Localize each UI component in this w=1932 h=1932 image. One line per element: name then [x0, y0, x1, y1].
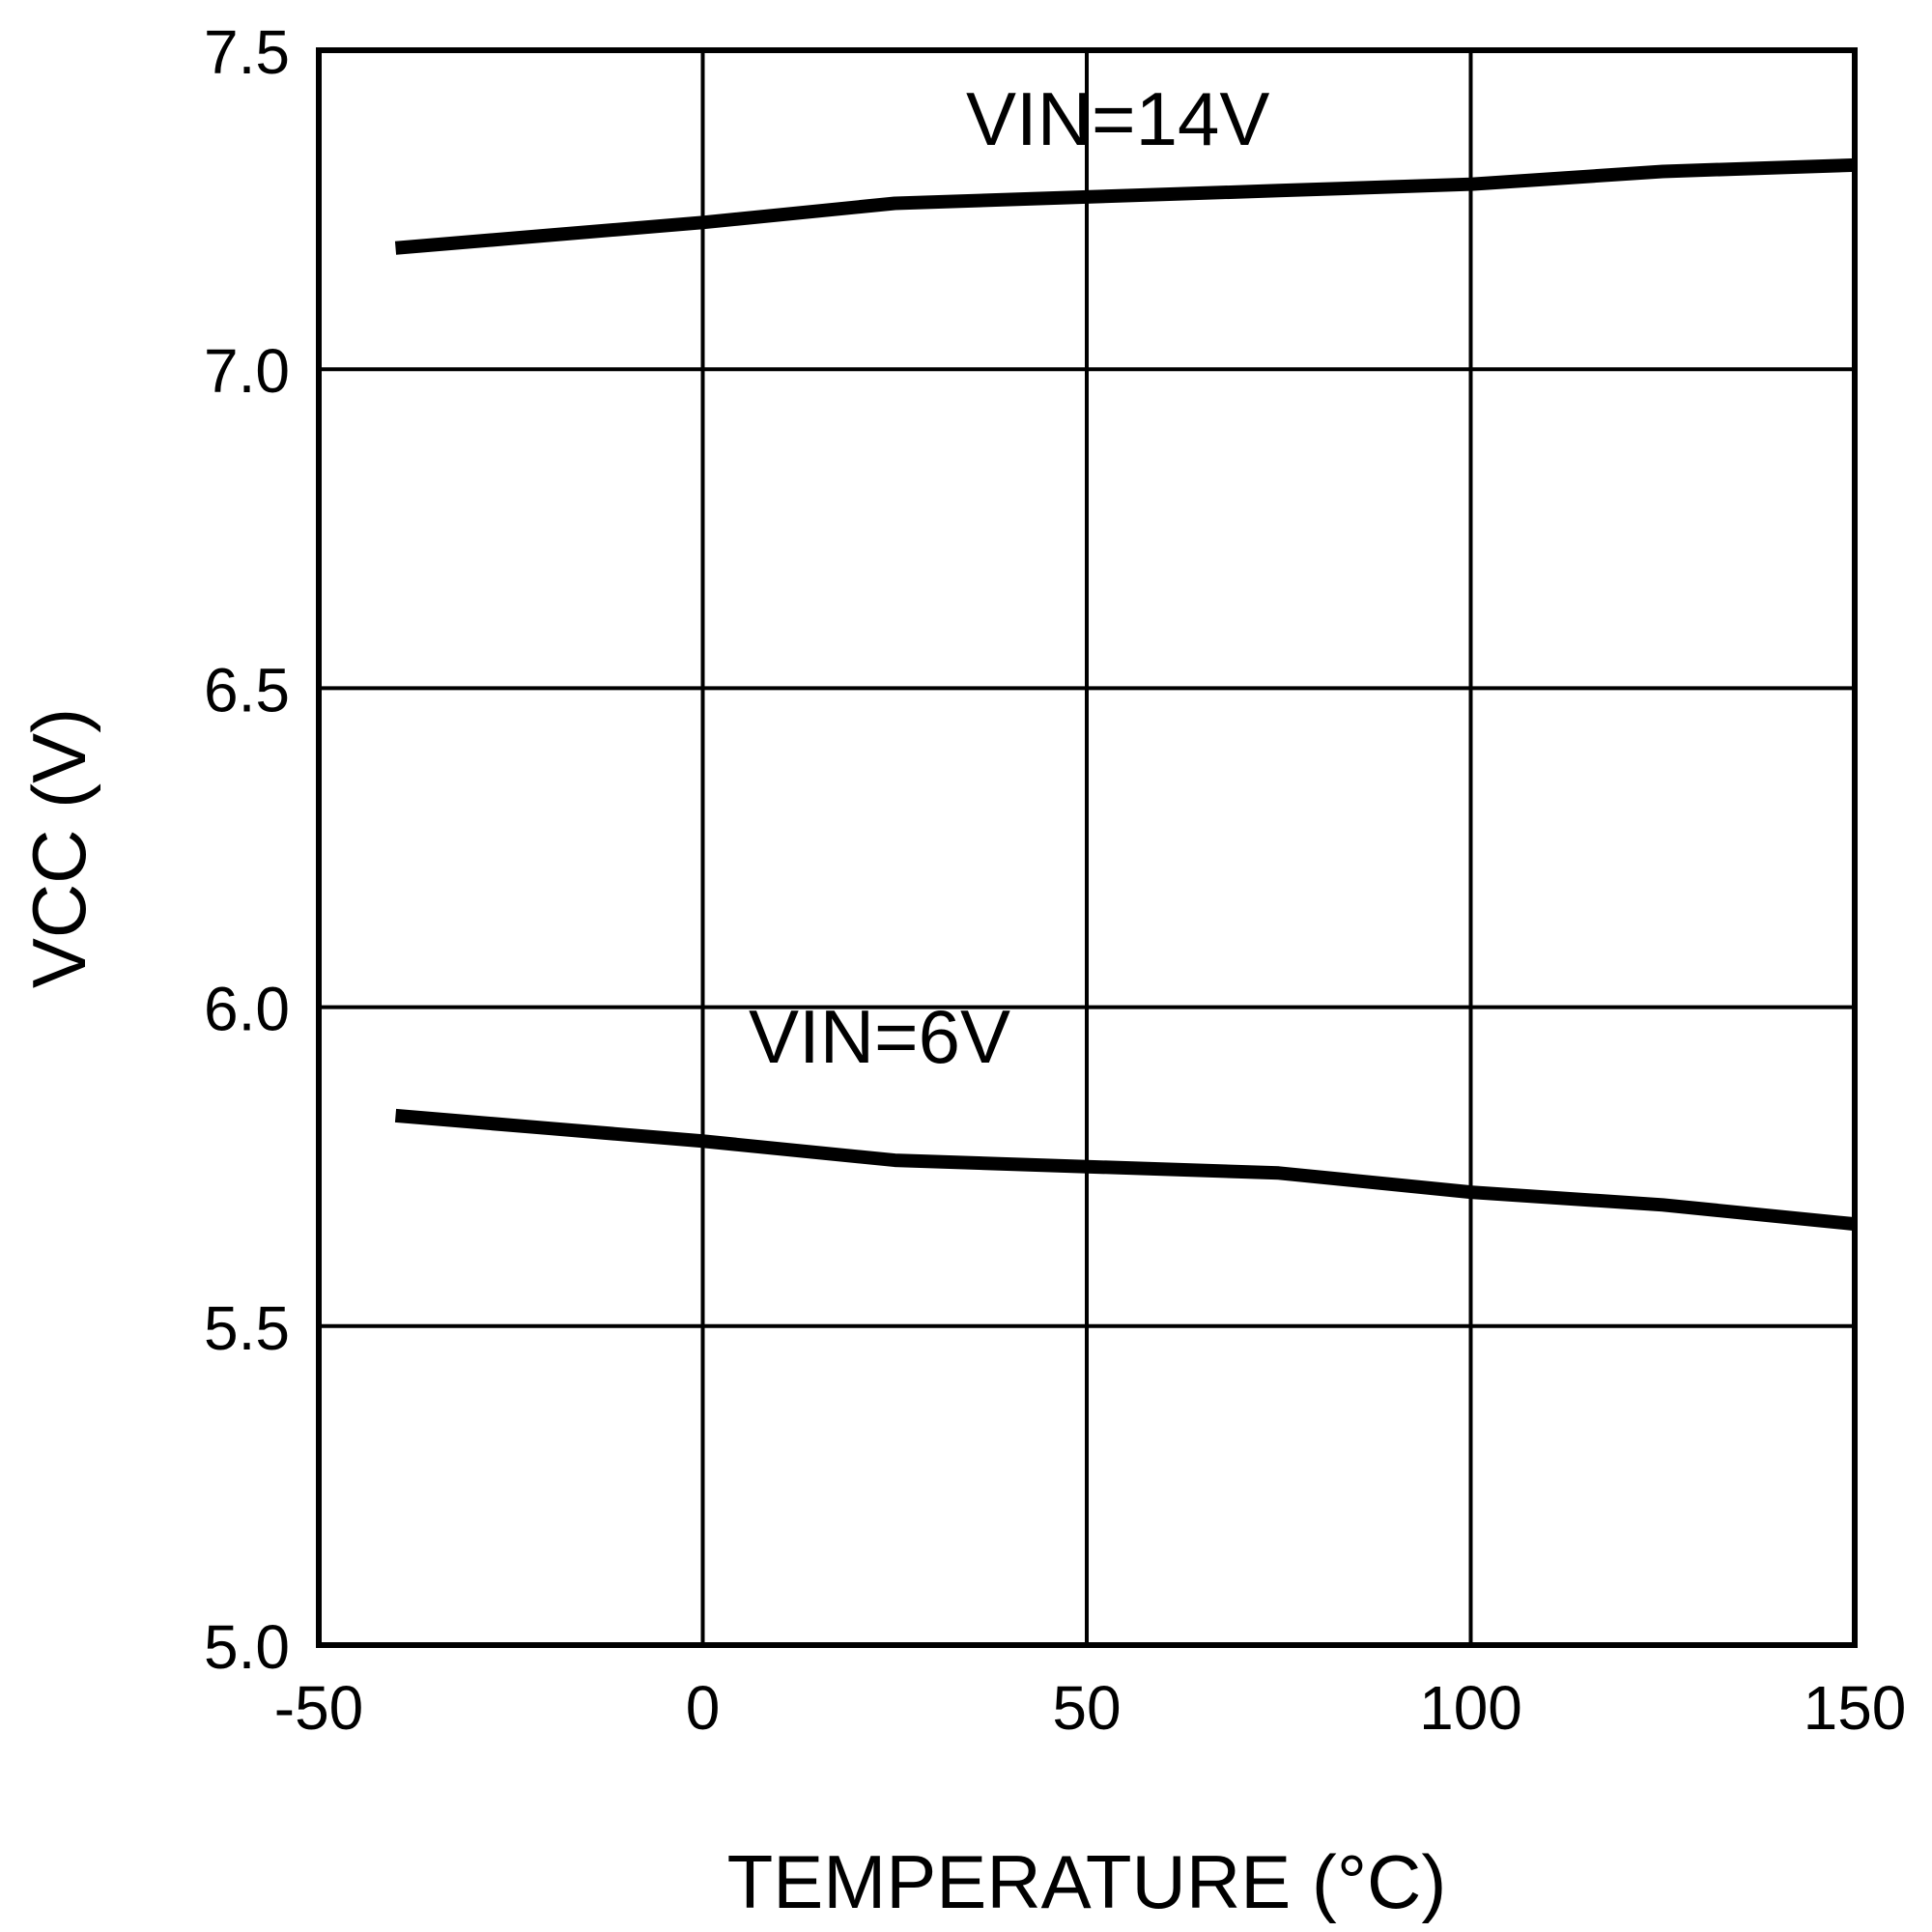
annotation-vin-14v: VIN=14V [966, 76, 1269, 161]
x-tick-label: 150 [1804, 1673, 1907, 1743]
grid-lines [317, 48, 1857, 1647]
series-line [394, 157, 1856, 255]
x-axis-ticks: -50 0 50 100 150 [274, 1673, 1907, 1743]
plot-frame [316, 47, 1858, 1648]
y-tick-label: 6.0 [204, 975, 290, 1044]
series-line [394, 1108, 1856, 1232]
x-tick-label: -50 [274, 1673, 364, 1743]
data-series [394, 157, 1856, 1232]
y-axis-ticks: 7.5 7.0 6.5 6.0 5.5 5.0 [204, 17, 290, 1682]
y-tick-label: 7.5 [204, 17, 290, 87]
y-tick-label: 5.5 [204, 1293, 290, 1363]
x-tick-label: 0 [686, 1673, 721, 1743]
x-axis-label: TEMPERATURE (°C) [727, 1839, 1447, 1924]
y-tick-label: 7.0 [204, 336, 290, 406]
y-tick-label: 6.5 [204, 655, 290, 724]
x-tick-label: 100 [1419, 1673, 1522, 1743]
y-tick-label: 5.0 [204, 1612, 290, 1682]
y-axis-label: VCC (V) [16, 708, 101, 988]
x-tick-label: 50 [1052, 1673, 1121, 1743]
annotation-vin-6v: VIN=6V [749, 994, 1010, 1079]
